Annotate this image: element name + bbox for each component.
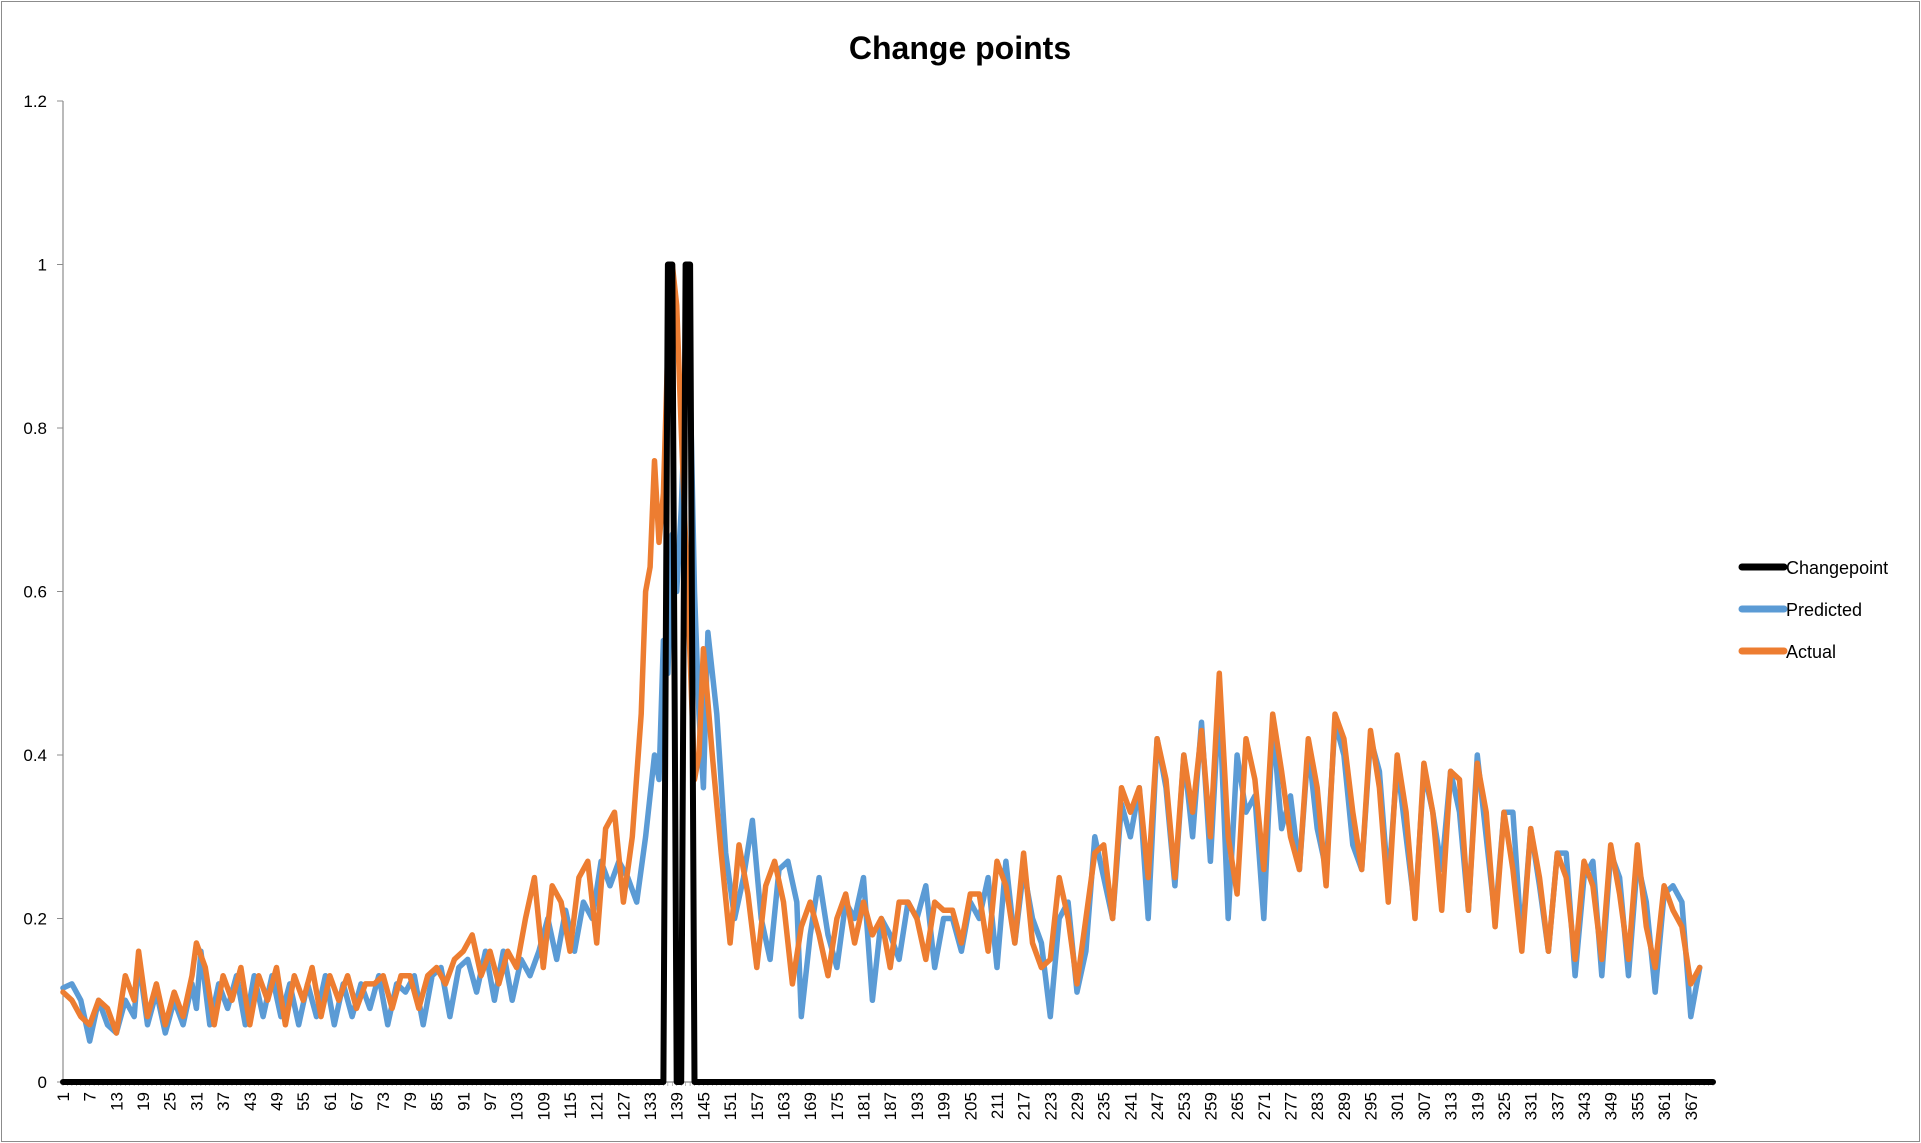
x-tick-label: 151 bbox=[721, 1092, 740, 1120]
x-tick-label: 241 bbox=[1121, 1092, 1140, 1120]
x-tick-label: 325 bbox=[1495, 1092, 1514, 1120]
x-tick-label: 193 bbox=[908, 1092, 927, 1120]
x-tick-label: 301 bbox=[1388, 1092, 1407, 1120]
x-tick-label: 313 bbox=[1442, 1092, 1461, 1120]
x-tick-label: 37 bbox=[214, 1092, 233, 1111]
x-tick-label: 25 bbox=[161, 1092, 180, 1111]
x-tick-label: 121 bbox=[588, 1092, 607, 1120]
x-tick-label: 97 bbox=[481, 1092, 500, 1111]
x-tick-label: 91 bbox=[454, 1092, 473, 1111]
x-tick-label: 1 bbox=[54, 1092, 73, 1101]
x-tick-label: 133 bbox=[641, 1092, 660, 1120]
legend-label-changepoint: Changepoint bbox=[1786, 558, 1888, 578]
x-tick-label: 103 bbox=[508, 1092, 527, 1120]
x-tick-label: 145 bbox=[694, 1092, 713, 1120]
x-tick-label: 43 bbox=[241, 1092, 260, 1111]
x-tick-label: 271 bbox=[1255, 1092, 1274, 1120]
x-tick-label: 349 bbox=[1602, 1092, 1621, 1120]
x-tick-label: 175 bbox=[828, 1092, 847, 1120]
x-tick-label: 139 bbox=[668, 1092, 687, 1120]
y-tick-label: 1.2 bbox=[23, 92, 47, 111]
x-tick-label: 307 bbox=[1415, 1092, 1434, 1120]
y-tick-label: 0.8 bbox=[23, 419, 47, 438]
x-tick-label: 337 bbox=[1548, 1092, 1567, 1120]
y-tick-label: 0.2 bbox=[23, 910, 47, 929]
x-tick-label: 199 bbox=[935, 1092, 954, 1120]
x-tick-label: 355 bbox=[1628, 1092, 1647, 1120]
x-tick-label: 85 bbox=[428, 1092, 447, 1111]
x-tick-label: 169 bbox=[801, 1092, 820, 1120]
y-tick-label: 1 bbox=[38, 256, 47, 275]
x-tick-label: 157 bbox=[748, 1092, 767, 1120]
x-tick-label: 19 bbox=[134, 1092, 153, 1111]
series-layer bbox=[60, 261, 1716, 1085]
x-tick-label: 211 bbox=[988, 1092, 1007, 1119]
x-tick-label: 205 bbox=[961, 1092, 980, 1120]
x-tick-label: 73 bbox=[374, 1092, 393, 1111]
x-tick-label: 187 bbox=[881, 1092, 900, 1120]
x-tick-label: 319 bbox=[1468, 1092, 1487, 1120]
x-tick-label: 217 bbox=[1015, 1092, 1034, 1120]
x-tick-label: 163 bbox=[774, 1092, 793, 1120]
x-tick-label: 109 bbox=[534, 1092, 553, 1120]
x-tick-label: 115 bbox=[561, 1092, 580, 1119]
legend: Changepoint Predicted Actual bbox=[1738, 558, 1888, 662]
legend-label-actual: Actual bbox=[1786, 642, 1836, 662]
series-line-predicted bbox=[60, 376, 1703, 1044]
x-tick-label: 247 bbox=[1148, 1092, 1167, 1120]
x-tick-label: 295 bbox=[1362, 1092, 1381, 1120]
x-tick-label: 7 bbox=[81, 1092, 100, 1101]
y-tick-label: 0.4 bbox=[23, 746, 47, 765]
x-tick-label: 331 bbox=[1522, 1092, 1541, 1120]
x-axis: 1 7 13 19 25 31 37 43 49 55 61 67 73 79 85 91 97 103 109 11… bbox=[54, 1081, 1714, 1120]
x-tick-label: 277 bbox=[1281, 1092, 1300, 1120]
x-tick-label: 259 bbox=[1201, 1092, 1220, 1120]
chart-title: Change points bbox=[849, 30, 1071, 66]
x-tick-label: 235 bbox=[1095, 1092, 1114, 1120]
y-tick-label: 0.6 bbox=[23, 583, 47, 602]
x-tick-label: 289 bbox=[1335, 1092, 1354, 1120]
x-tick-label: 265 bbox=[1228, 1092, 1247, 1120]
x-tick-label: 229 bbox=[1068, 1092, 1087, 1120]
x-tick-label: 343 bbox=[1575, 1092, 1594, 1120]
x-tick-label: 55 bbox=[294, 1092, 313, 1111]
y-tick-label: 0 bbox=[38, 1073, 47, 1092]
x-tick-label: 367 bbox=[1682, 1092, 1701, 1120]
x-tick-label: 223 bbox=[1041, 1092, 1060, 1120]
x-tick-label: 67 bbox=[348, 1092, 367, 1111]
x-tick-label: 283 bbox=[1308, 1092, 1327, 1120]
x-tick-label: 253 bbox=[1175, 1092, 1194, 1120]
y-axis: 0 0.2 0.4 0.6 0.8 1 1.2 bbox=[23, 92, 64, 1092]
x-tick-label: 79 bbox=[401, 1092, 420, 1111]
x-tick-label: 13 bbox=[107, 1092, 126, 1111]
x-tick-label: 61 bbox=[321, 1092, 340, 1111]
x-tick-label: 127 bbox=[614, 1092, 633, 1120]
legend-label-predicted: Predicted bbox=[1786, 600, 1862, 620]
x-tick-label: 31 bbox=[187, 1092, 206, 1111]
x-tick-label: 361 bbox=[1655, 1092, 1674, 1120]
x-tick-label: 181 bbox=[855, 1092, 874, 1120]
series-line-actual bbox=[60, 261, 1703, 1036]
series-line-changepoint bbox=[60, 261, 1716, 1085]
x-tick-label: 49 bbox=[267, 1092, 286, 1111]
